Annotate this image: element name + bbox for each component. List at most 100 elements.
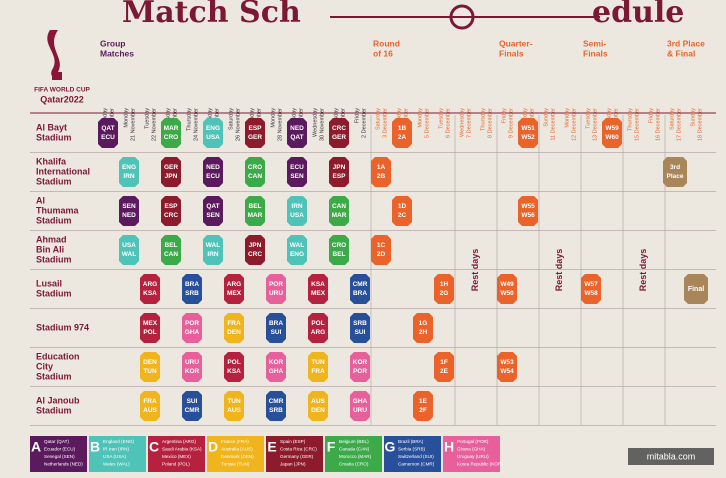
team-code: BRA [353, 290, 367, 297]
date: 5 December [424, 108, 430, 138]
legend-team: Canada (CAN) [339, 447, 370, 452]
match-badge [518, 118, 538, 148]
match-badge [308, 274, 328, 304]
team-code: CRO [248, 164, 262, 171]
match-badge [266, 274, 286, 304]
stadium-name: Bin Ali [36, 244, 64, 254]
legend-team: Serbia (SRB) [398, 447, 426, 452]
team-code: MAR [164, 125, 179, 132]
date: 18 December [697, 108, 703, 141]
legend-team: Mexico (MEX) [162, 454, 191, 459]
weekday: Friday [648, 108, 654, 124]
legend-team: Portugal (POR) [457, 439, 489, 444]
weekday: Monday [123, 108, 129, 128]
team-code: QAT [290, 134, 303, 141]
rest-days: Rest days [554, 249, 564, 292]
weekday: Wednesday [312, 108, 318, 137]
match-badge [161, 235, 181, 265]
match-badge [392, 196, 412, 226]
weekday: Saturday [228, 108, 234, 130]
team-code: W58 [584, 290, 598, 297]
team-code: CAN [332, 203, 346, 210]
legend-team: Germany (GER) [280, 454, 314, 459]
team-code: POL [143, 329, 156, 336]
team-code: WAL [290, 242, 304, 249]
trophy-base [52, 72, 62, 80]
team-code: GER [248, 134, 262, 141]
team-code: BRA [269, 320, 283, 327]
team-code: SRB [269, 407, 283, 414]
match-badge [140, 391, 160, 421]
team-code: DEN [311, 407, 325, 414]
team-code: DEN [143, 359, 157, 366]
team-code: URU [269, 290, 283, 297]
date: 22 November [151, 108, 157, 141]
team-code: FRA [143, 398, 157, 405]
match-badge [224, 352, 244, 382]
stage-label: 3rd Place [667, 38, 705, 48]
team-code: ENG [206, 125, 220, 132]
team-code: W51 [521, 125, 535, 132]
team-code: SRB [185, 290, 199, 297]
weekday: Monday [270, 108, 276, 128]
legend-team: Australia (AUS) [221, 447, 253, 452]
match-badge [140, 313, 160, 343]
weekday: Saturday [669, 108, 675, 130]
legend-team: Tunisia (TUN) [221, 462, 250, 467]
team-code: CRO [164, 134, 178, 141]
match-badge [119, 235, 139, 265]
legend-team: Saudi Arabia (KSA) [162, 447, 202, 452]
match-badge [350, 391, 370, 421]
stadium-name: Khalifa [36, 156, 67, 166]
date: 9 December [508, 108, 514, 138]
stadium-name: Lusail [36, 278, 62, 288]
match-badge [329, 196, 349, 226]
weekday: Tuesday [438, 108, 444, 129]
team-code: GHA [353, 398, 368, 405]
date: 2 December [361, 108, 367, 138]
legend-team: Spain (ESP) [280, 439, 306, 444]
group-letter: E [267, 439, 276, 455]
weekday: Tuesday [585, 108, 591, 129]
team-code: USA [122, 242, 136, 249]
team-code: WAL [206, 242, 220, 249]
team-code: ECU [101, 134, 115, 141]
weekday: Wednesday [459, 108, 465, 137]
team-code: W56 [521, 212, 535, 219]
legend-team: Cameroon (CMR) [398, 462, 435, 467]
team-code: SUI [187, 398, 198, 405]
team-code: W50 [500, 290, 514, 297]
team-code: ENG [290, 251, 304, 258]
date: 30 November [319, 108, 325, 141]
stadium-name: Stadium [36, 215, 72, 225]
weekday: Monday [564, 108, 570, 128]
group-letter: C [149, 439, 159, 455]
team-code: 3rd [670, 164, 680, 171]
date: 24 November [193, 108, 199, 141]
stage-label: Finals [583, 48, 608, 58]
legend-box [266, 436, 323, 472]
team-code: MEX [227, 290, 242, 297]
stadium-name: Ahmad [36, 234, 67, 244]
legend-team: Brazil (BRA) [398, 439, 424, 444]
match-badge [245, 157, 265, 187]
team-code: KOR [269, 359, 284, 366]
team-code: MEX [311, 290, 326, 297]
match-badge [224, 313, 244, 343]
legend-team: Belgium (BEL) [339, 439, 369, 444]
match-badge [266, 391, 286, 421]
stadium-name: Stadium [36, 254, 72, 264]
group-letter: H [444, 439, 454, 455]
legend-team: IR Iran (IRN) [103, 447, 130, 452]
team-code: 1B [398, 125, 407, 132]
stadium-name: Al [36, 195, 45, 205]
date: 13 December [592, 108, 598, 141]
team-code: USA [206, 134, 220, 141]
date: 7 December [466, 108, 472, 138]
match-badge [602, 118, 622, 148]
team-code: QAT [101, 125, 114, 132]
date: 21 November [130, 108, 136, 141]
legend-team: Switzerland (SUI) [398, 454, 434, 459]
legend-team: Costa Rica (CRC) [280, 447, 317, 452]
legend-team: France (FRA) [221, 439, 249, 444]
